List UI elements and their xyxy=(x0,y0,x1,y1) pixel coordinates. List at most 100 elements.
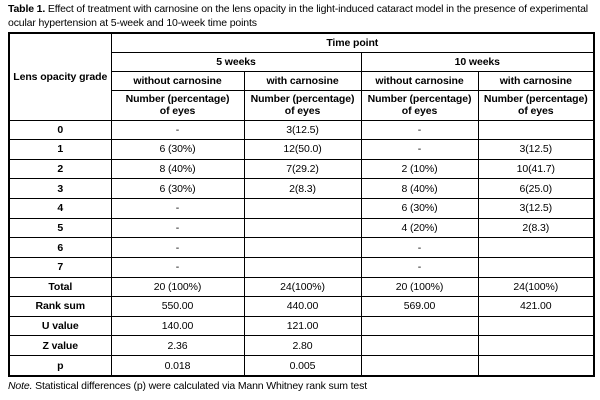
table-row-grade-7: 7 - - xyxy=(8,256,595,278)
table-row-grade-4: 4 - 6 (30%) 3(12.5) xyxy=(8,198,595,219)
data-cell: 20 (100%) xyxy=(360,276,479,298)
row-label: Z value xyxy=(8,335,112,356)
table-row-grade-6: 6 - - xyxy=(8,237,595,258)
table-row-p: p 0.018 0.005 xyxy=(8,355,595,377)
row-label: Total xyxy=(8,276,112,298)
data-cell xyxy=(360,355,479,377)
header-group-5-weeks: 5 weeks xyxy=(110,51,362,72)
data-cell xyxy=(477,315,595,337)
data-cell: 0.018 xyxy=(110,355,245,377)
header-subgroup-5wk-without-carnosine: without carnosine xyxy=(110,70,245,91)
row-label: p xyxy=(8,355,112,377)
data-cell: 10(41.7) xyxy=(477,158,595,180)
header-measure-2: Number (percentage) of eyes xyxy=(243,89,362,121)
table-row-total: Total 20 (100%) 24(100%) 20 (100%) 24(10… xyxy=(8,276,595,298)
data-cell: 2(8.3) xyxy=(243,178,362,199)
measure-line1: Number (percentage) xyxy=(125,93,230,105)
data-cell xyxy=(477,119,595,141)
row-label: 6 xyxy=(8,237,112,258)
row-label: 5 xyxy=(8,217,112,239)
data-cell xyxy=(243,217,362,239)
header-row-measure: Number (percentage) of eyes Number (perce… xyxy=(9,89,595,121)
row-label: Rank sum xyxy=(8,296,112,317)
measure-line1: Number (percentage) xyxy=(250,93,355,105)
data-cell: 0.005 xyxy=(243,355,362,377)
table-row-grade-0: 0 - 3(12.5) - xyxy=(8,119,595,141)
data-cell: 6 (30%) xyxy=(360,198,479,219)
row-label: 3 xyxy=(8,178,112,199)
header-time-point: Time point xyxy=(110,32,595,53)
data-cell: 24(100%) xyxy=(477,276,595,298)
table-row-grade-5: 5 - 4 (20%) 2(8.3) xyxy=(8,217,595,239)
data-cell: 6(25.0) xyxy=(477,178,595,199)
data-cell: 2 (10%) xyxy=(360,158,479,180)
data-cell: 6 (30%) xyxy=(110,178,245,199)
header-subgroup-5wk-with-carnosine: with carnosine xyxy=(243,70,362,91)
data-cell: 3(12.5) xyxy=(477,198,595,219)
measure-line2: of eyes xyxy=(518,105,554,117)
footnote-text: Statistical differences (p) were calcula… xyxy=(32,380,367,392)
data-cell: 440.00 xyxy=(243,296,362,317)
table-row-rank-sum: Rank sum 550.00 440.00 569.00 421.00 xyxy=(8,296,595,317)
header-subgroup-10wk-without-carnosine: without carnosine xyxy=(360,70,479,91)
data-cell: 8 (40%) xyxy=(360,178,479,199)
data-cell: 2(8.3) xyxy=(477,217,595,239)
data-cell: - xyxy=(110,237,245,258)
table-row-grade-2: 2 8 (40%) 7(29.2) 2 (10%) 10(41.7) xyxy=(8,158,595,180)
header-measure-3: Number (percentage) of eyes xyxy=(360,89,479,121)
row-label: 7 xyxy=(8,256,112,278)
measure-line2: of eyes xyxy=(284,105,321,117)
data-cell: - xyxy=(110,198,245,219)
footnote-label: Note. xyxy=(8,380,33,392)
data-cell: 12(50.0) xyxy=(243,139,362,160)
header-measure-4: Number (percentage) of eyes xyxy=(477,89,595,121)
measure-line1: Number (percentage) xyxy=(367,93,472,105)
row-label: U value xyxy=(8,315,112,337)
header-row-timepoint: Lens opacity grade Time point xyxy=(8,32,595,121)
data-cell xyxy=(360,315,479,337)
header-measure-1: Number (percentage) of eyes xyxy=(110,89,245,121)
data-cell: 550.00 xyxy=(110,296,245,317)
data-cell: 4 (20%) xyxy=(360,217,479,239)
table-row-grade-3: 3 6 (30%) 2(8.3) 8 (40%) 6(25.0) xyxy=(8,178,595,199)
table-row-u-value: U value 140.00 121.00 xyxy=(8,315,595,337)
data-cell: 7(29.2) xyxy=(243,158,362,180)
row-label: 2 xyxy=(8,158,112,180)
table-footnote: Note. Statistical differences (p) were c… xyxy=(8,380,594,393)
data-cell: - xyxy=(360,119,479,141)
data-cell: - xyxy=(110,119,245,141)
data-cell: 2.80 xyxy=(243,335,362,356)
data-cell: - xyxy=(360,237,479,258)
header-subgroup-10wk-with-carnosine: with carnosine xyxy=(477,70,595,91)
table-caption-label: Table 1. xyxy=(8,3,46,15)
data-cell xyxy=(243,198,362,219)
data-cell: - xyxy=(110,217,245,239)
data-cell: - xyxy=(110,256,245,278)
data-cell xyxy=(477,256,595,278)
data-cell xyxy=(477,355,595,377)
data-cell: 421.00 xyxy=(477,296,595,317)
header-group-10-weeks: 10 weeks xyxy=(360,51,595,72)
table-caption: Table 1. Effect of treatment with carnos… xyxy=(8,3,594,30)
data-cell: 6 (30%) xyxy=(110,139,245,160)
data-cell: - xyxy=(360,256,479,278)
table-row-z-value: Z value 2.36 2.80 xyxy=(8,335,595,356)
data-cell: - xyxy=(360,139,479,160)
data-cell: 569.00 xyxy=(360,296,479,317)
data-cell: 140.00 xyxy=(110,315,245,337)
row-label: 1 xyxy=(8,139,112,160)
data-cell: 8 (40%) xyxy=(110,158,245,180)
header-row-carnosine: without carnosine with carnosine without… xyxy=(9,70,595,91)
lens-opacity-table: Lens opacity grade Time point 5 weeks 10… xyxy=(8,32,596,377)
data-cell xyxy=(243,256,362,278)
data-cell: 3(12.5) xyxy=(477,139,595,160)
measure-line1: Number (percentage) xyxy=(483,93,588,105)
table-caption-text: Effect of treatment with carnosine on th… xyxy=(8,3,588,29)
row-label: 4 xyxy=(8,198,112,219)
data-cell: 20 (100%) xyxy=(110,276,245,298)
data-cell: 121.00 xyxy=(243,315,362,337)
measure-line2: of eyes xyxy=(401,105,438,117)
row-label: 0 xyxy=(8,119,112,141)
data-cell: 2.36 xyxy=(110,335,245,356)
